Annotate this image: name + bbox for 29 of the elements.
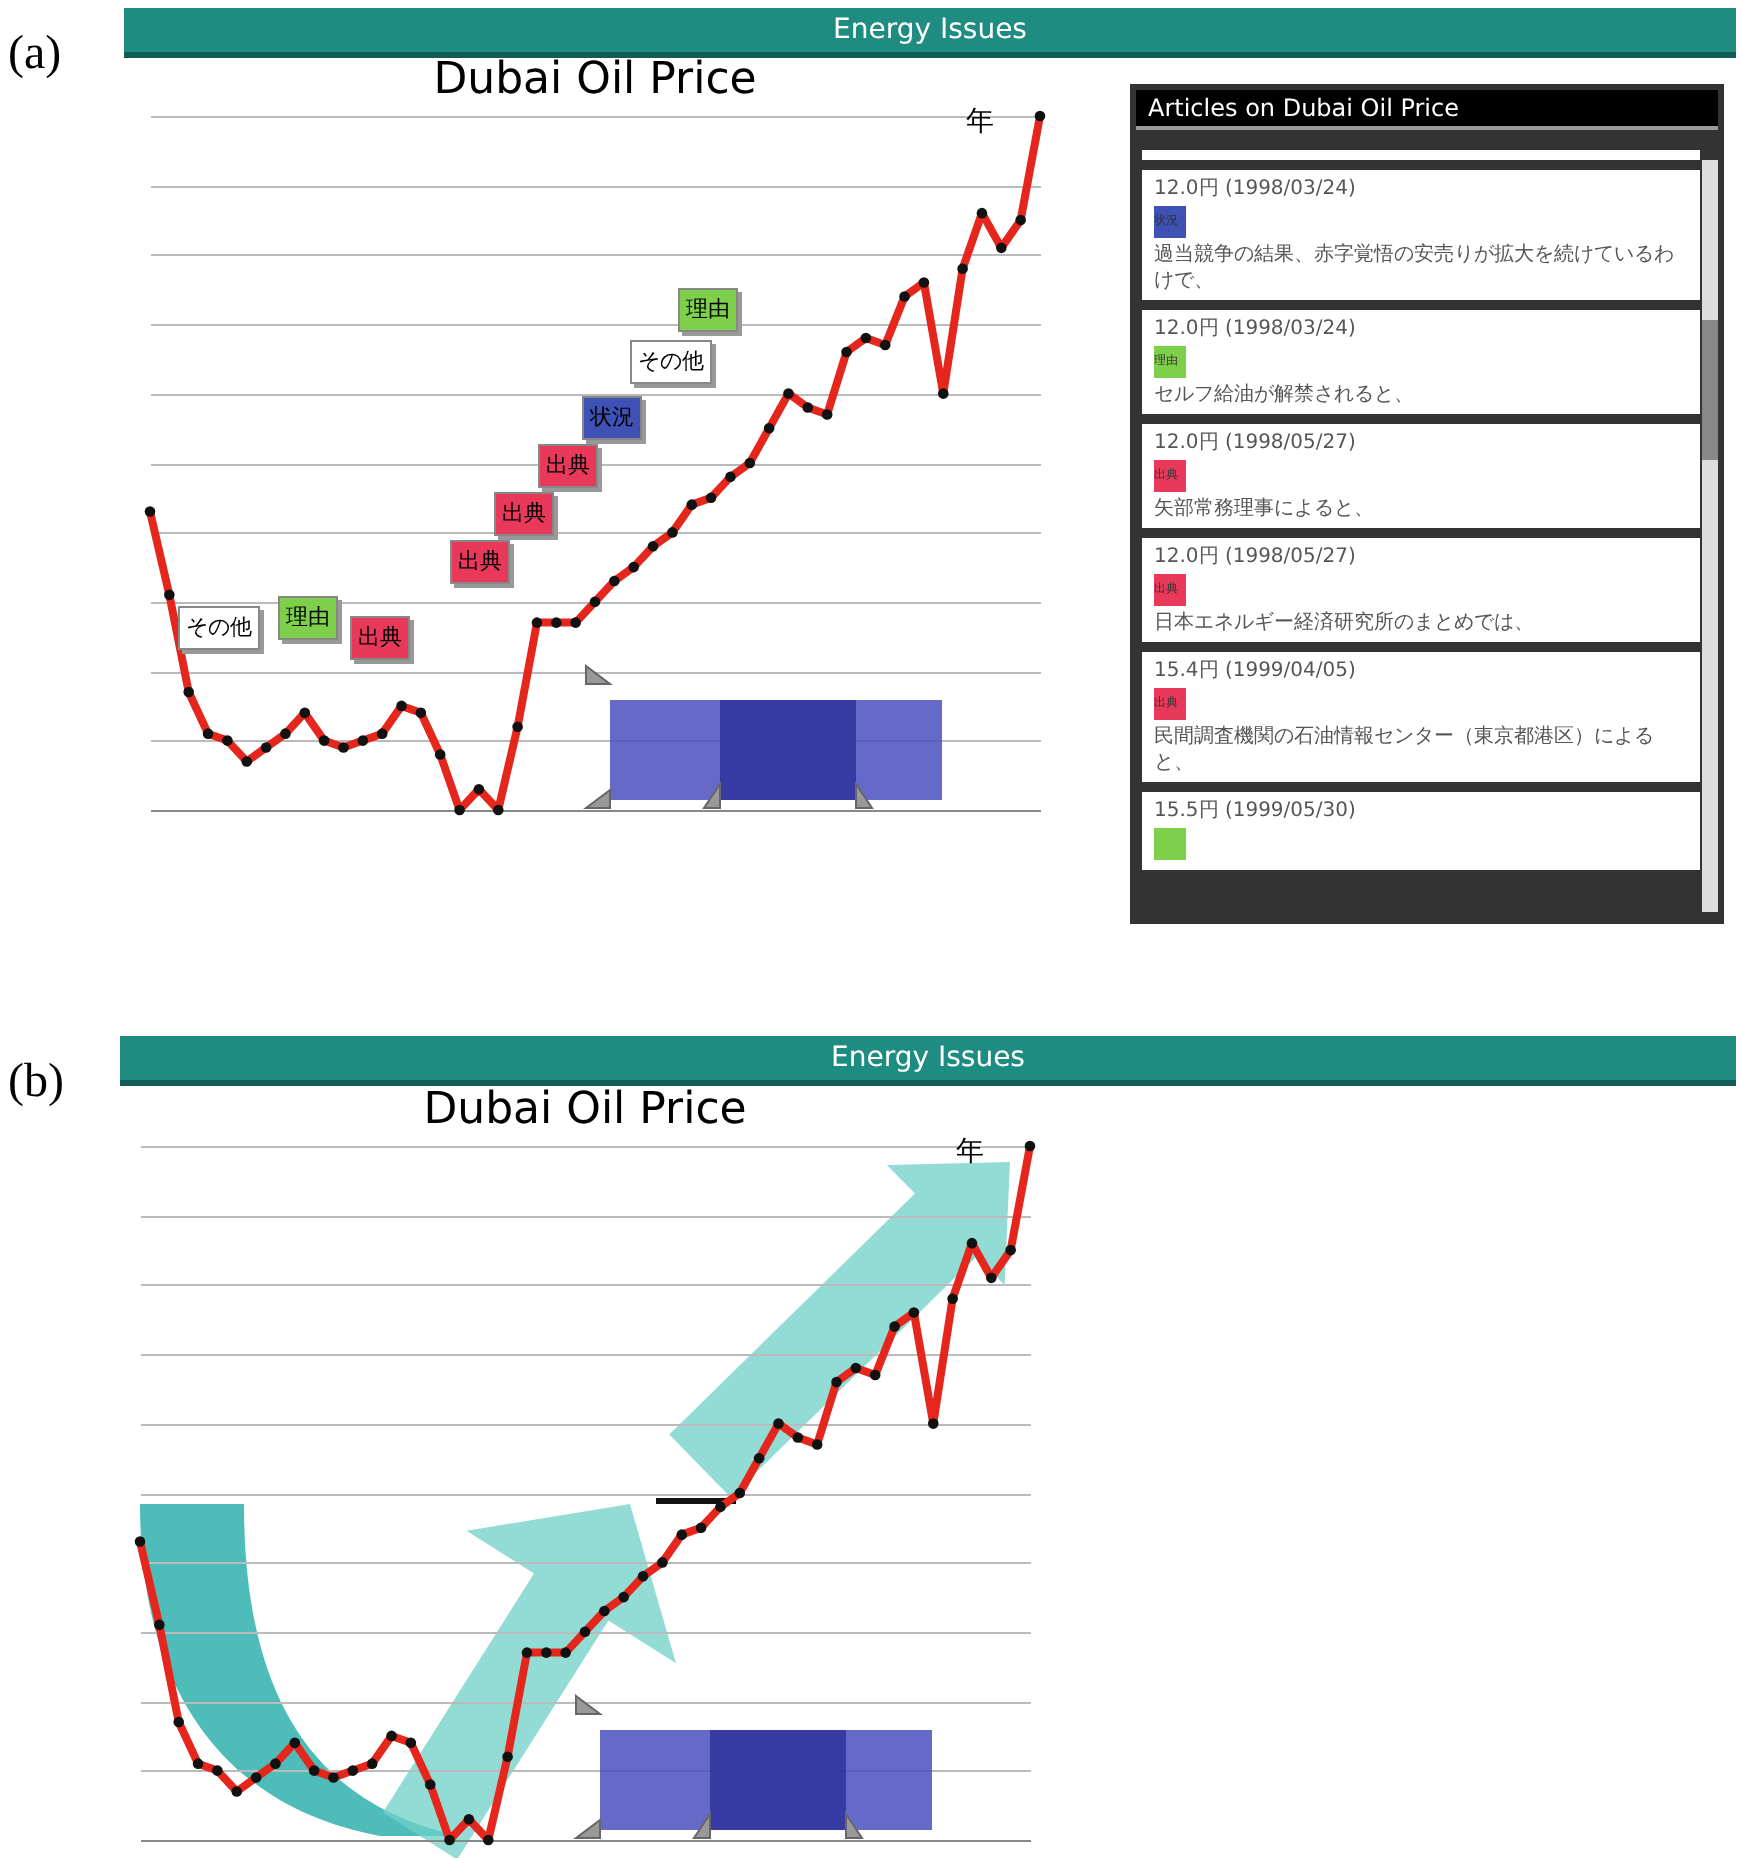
text: (b) (8, 1056, 64, 1110)
text: 日本エネルギー経済研究所のまとめでは、 (1154, 610, 1536, 636)
text: 矢部常務理事によると、 (1154, 496, 1376, 522)
annotation: 理由 (278, 596, 338, 640)
text: 12.0円 (1998/05/27) (1154, 544, 1358, 570)
chart-title: Dubai Oil Price (433, 54, 757, 105)
annotation: 年 (966, 104, 994, 140)
chart-title: Dubai Oil Price (423, 1084, 747, 1135)
text: 民間調査機関の石油情報センター（東京都港区）によると、 (1154, 724, 1656, 776)
annotation: 状況 (582, 396, 642, 440)
text: 12.0円 (1998/05/27) (1154, 430, 1358, 456)
text: Energy Issues (120, 1036, 1736, 1086)
text: Energy Issues (124, 8, 1736, 58)
annotation: 理由 (678, 288, 738, 332)
text: Articles on Dubai Oil Price (1136, 90, 1718, 130)
annotation: その他 (178, 606, 260, 650)
annotation: 出典 (494, 492, 554, 536)
text: 15.5円 (1999/05/30) (1154, 798, 1358, 824)
text: 12.0円 (1998/03/24) (1154, 176, 1358, 202)
text: (a) (8, 28, 62, 82)
text: 過当競争の結果、赤字覚悟の安売りが拡大を続けているわけで、 (1154, 242, 1676, 294)
annotation: 出典 (538, 444, 598, 488)
annotation: 出典 (450, 540, 510, 584)
text: セルフ給油が解禁されると、 (1154, 382, 1416, 408)
annotation: 年 (956, 1134, 984, 1170)
annotation: その他 (630, 340, 712, 384)
text: 12.0円 (1998/03/24) (1154, 316, 1358, 342)
annotation: 出典 (350, 616, 410, 660)
text: 15.4円 (1999/04/05) (1154, 658, 1358, 684)
